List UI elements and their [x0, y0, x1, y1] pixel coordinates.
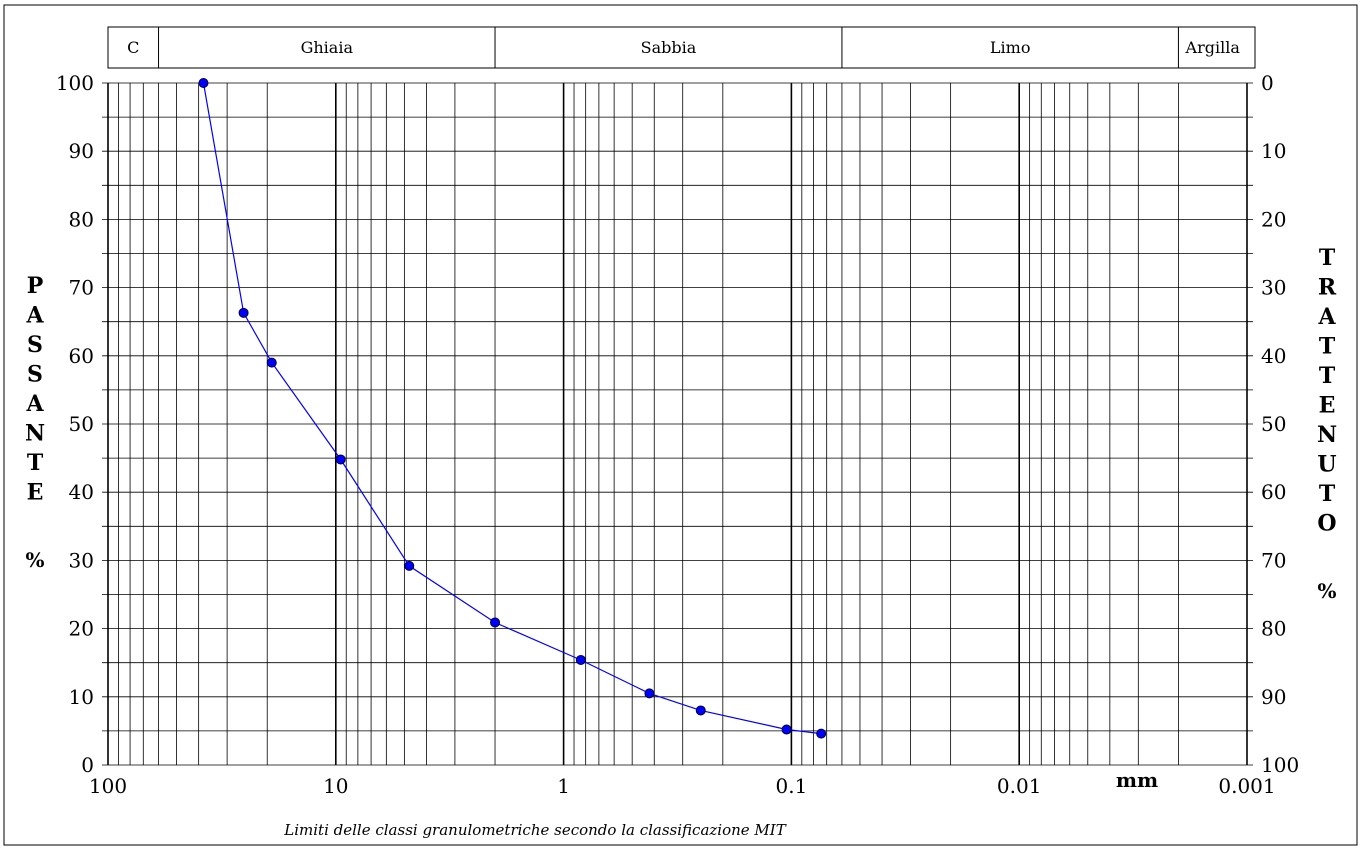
ylabel-letter: A	[25, 303, 44, 329]
ylabel-letter: S	[27, 362, 43, 388]
x-tick-label: 0.1	[775, 774, 807, 798]
y-tick-label: 70	[69, 276, 94, 300]
x-axis-label: mm	[1116, 768, 1158, 792]
ylabel-letter: N	[25, 421, 45, 447]
data-point	[336, 455, 345, 464]
data-point	[817, 729, 826, 738]
data-point	[696, 706, 705, 715]
y-tick-label: 30	[69, 548, 94, 572]
grid	[102, 83, 1253, 765]
class-label: C	[127, 38, 139, 57]
y2label-letter: O	[1317, 511, 1336, 537]
y-tick-label: 40	[69, 480, 94, 504]
x-tick-label: 0.001	[1218, 774, 1275, 798]
class-label: Argilla	[1185, 38, 1241, 57]
y-tick-label: 80	[69, 207, 94, 231]
y-tick-label: 50	[69, 412, 94, 436]
y2label-letter: N	[1317, 422, 1337, 448]
y2-tick-label: 20	[1261, 207, 1286, 231]
class-label: Limo	[990, 38, 1031, 57]
y2-tick-label: 90	[1261, 685, 1286, 709]
y2-tick-label: 70	[1261, 548, 1286, 572]
y2-tick-label: 60	[1261, 480, 1286, 504]
y2label-letter: T	[1319, 363, 1336, 389]
data-point	[199, 79, 208, 88]
class-bar: C Ghiaia Sabbia Limo Argilla	[108, 27, 1255, 68]
y2label-letter: T	[1319, 481, 1336, 507]
data-point	[405, 561, 414, 570]
y-tick-label: 90	[69, 139, 94, 163]
x-tick-label: 100	[89, 774, 127, 798]
y2-tick-label: 80	[1261, 617, 1286, 641]
data-point	[645, 689, 654, 698]
y2label-letter: T	[1319, 245, 1336, 271]
y2label-unit: %	[1317, 579, 1336, 603]
data-point	[782, 725, 791, 734]
y-tick-label: 20	[69, 617, 94, 641]
y2-tick-label: 0	[1261, 71, 1274, 95]
y2label-letter: R	[1318, 275, 1337, 301]
y2-tick-label: 40	[1261, 344, 1286, 368]
y2label-letter: A	[1317, 304, 1336, 330]
y2-tick-label: 30	[1261, 276, 1286, 300]
y-tick-label: 60	[69, 344, 94, 368]
footnote: Limiti delle classi granulometriche seco…	[283, 821, 786, 839]
y2label-letter: U	[1317, 452, 1336, 478]
class-label: Ghiaia	[301, 38, 354, 57]
chart-frame	[4, 5, 1357, 845]
x-tick-label: 0.01	[997, 774, 1042, 798]
data-point	[491, 618, 500, 627]
y2label-letter: E	[1319, 393, 1336, 419]
y-tick-label: 100	[56, 71, 94, 95]
ylabel-unit: %	[25, 548, 44, 572]
y2label-letter: T	[1319, 334, 1336, 360]
ylabel-letter: T	[27, 450, 44, 476]
ylabel-letter: S	[27, 332, 43, 358]
ylabel-letter: E	[27, 480, 44, 506]
ylabel-letter: A	[25, 391, 44, 417]
x-tick-label: 10	[323, 774, 348, 798]
ylabel-letter: P	[27, 273, 44, 299]
y2-tick-label: 10	[1261, 139, 1286, 163]
y-tick-label: 10	[69, 685, 94, 709]
data-point	[239, 308, 248, 317]
y2-tick-label: 50	[1261, 412, 1286, 436]
data-point	[267, 358, 276, 367]
x-tick-label: 1	[557, 774, 570, 798]
class-label: Sabbia	[641, 38, 697, 57]
data-point	[576, 655, 585, 664]
